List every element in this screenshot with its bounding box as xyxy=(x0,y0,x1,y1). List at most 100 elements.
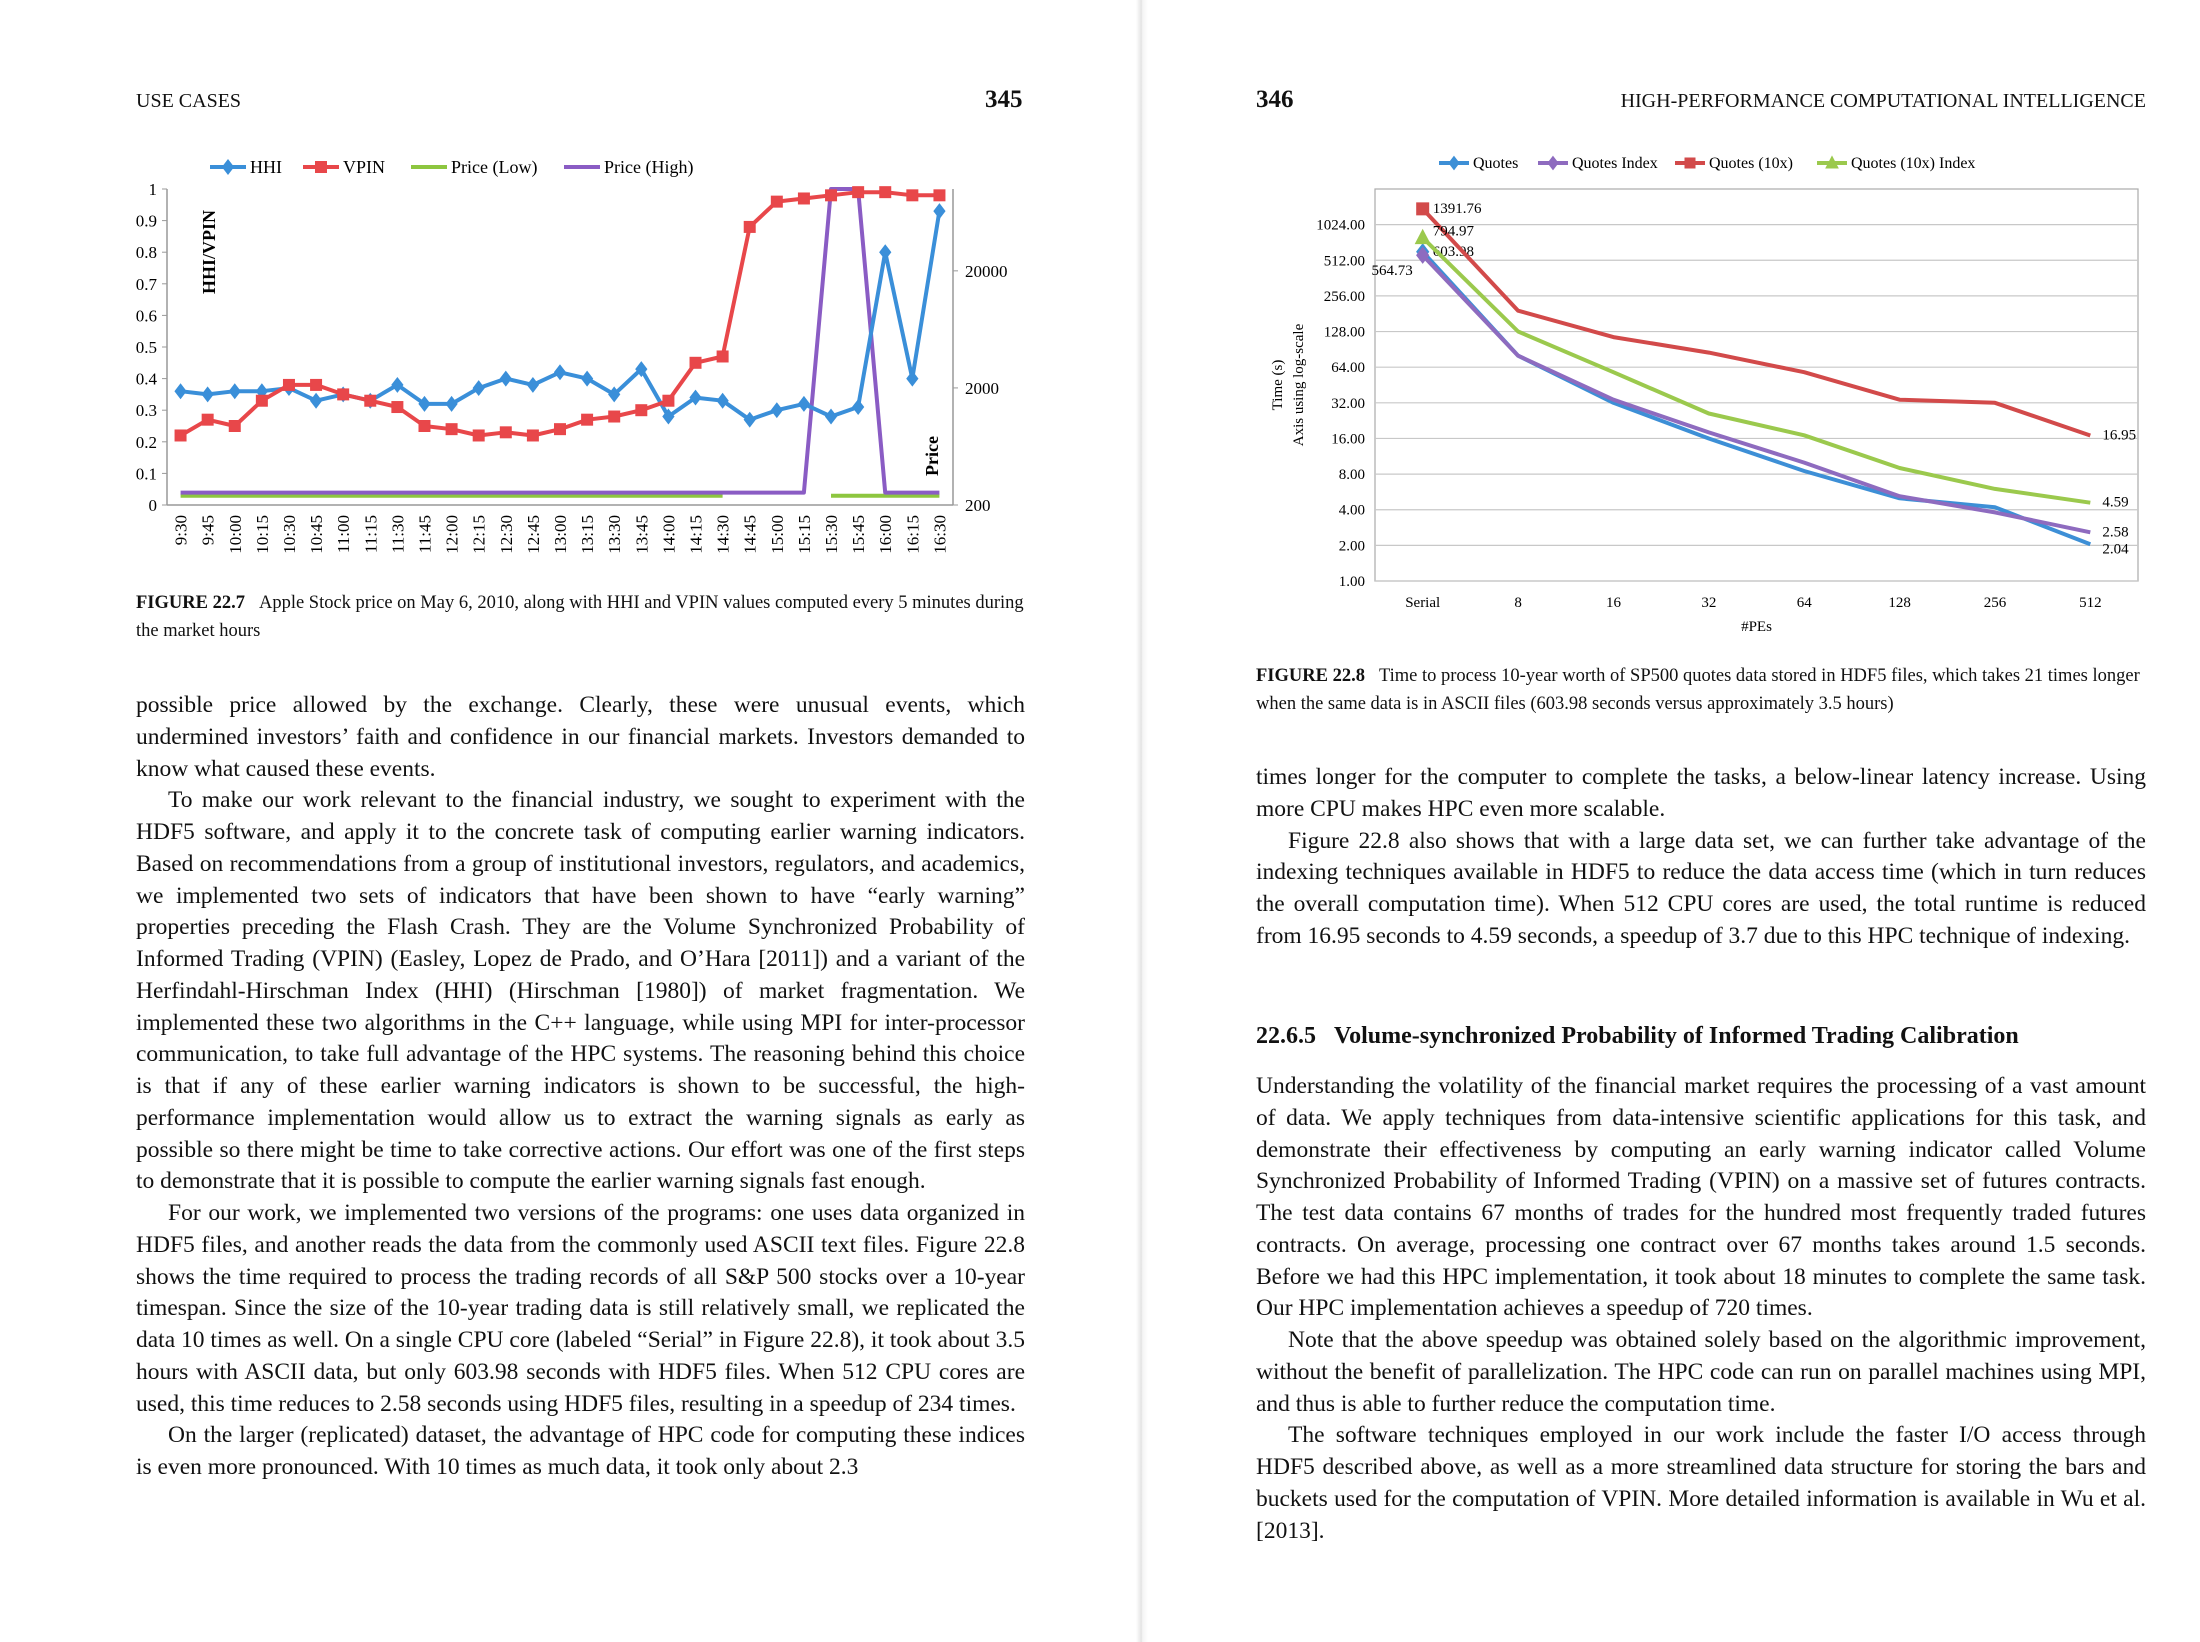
section-heading: 22.6.5 Volume-synchronized Probability of… xyxy=(1256,1023,2019,1050)
y-tick-label: 1024.00 xyxy=(1316,218,1365,234)
x-tick-label: 12:45 xyxy=(524,515,543,554)
plot-frame xyxy=(1374,188,2139,582)
paragraph: Figure 22.8 also shows that with a large… xyxy=(1256,827,2146,949)
y-tick-label: 64.00 xyxy=(1331,360,1365,376)
marker xyxy=(174,429,187,442)
y-tick-label: 0.4 xyxy=(136,370,158,389)
gutter xyxy=(1136,0,1148,1642)
y-tick-label: 32.00 xyxy=(1331,396,1365,412)
y2-tick-label: 2000 xyxy=(965,379,999,398)
x-tick-label: 128 xyxy=(1888,595,1911,611)
marker xyxy=(1416,202,1430,216)
x-tick-label: 13:00 xyxy=(551,515,570,554)
section-title: Volume-synchronized Probability of Infor… xyxy=(1334,1023,2019,1049)
marker xyxy=(824,408,838,425)
marker xyxy=(852,399,865,416)
x-tick-label: 15:15 xyxy=(795,515,814,554)
y-tick-label: 8.00 xyxy=(1339,467,1365,483)
marker xyxy=(689,356,702,369)
marker xyxy=(364,394,377,407)
marker xyxy=(879,244,892,261)
marker xyxy=(797,395,811,412)
caption-text: Apple Stock price on May 6, 2010, along … xyxy=(136,593,1024,641)
x-tick-label: 13:15 xyxy=(578,515,597,554)
marker xyxy=(255,394,268,407)
marker xyxy=(689,389,702,406)
body-text: times longer for the computer to complet… xyxy=(1256,762,2146,953)
marker xyxy=(635,404,648,417)
x-tick-label: 15:30 xyxy=(822,515,841,554)
marker xyxy=(174,383,187,400)
marker xyxy=(472,380,485,397)
marker xyxy=(608,410,621,423)
marker xyxy=(743,411,756,428)
legend-label: Price (Low) xyxy=(451,157,537,178)
y-tick-label: 4.00 xyxy=(1339,503,1365,519)
marker xyxy=(662,408,675,425)
data-label: 2.58 xyxy=(2102,524,2128,540)
x-tick-label: 64 xyxy=(1797,595,1813,611)
x-tick-label: 14:30 xyxy=(714,515,733,554)
x-axis-label: #PEs xyxy=(1741,619,1772,635)
y-axis-label: HHI/VPIN xyxy=(199,210,219,294)
y-tick-label: 0.7 xyxy=(136,275,158,294)
marker xyxy=(526,376,540,393)
legend-label: Quotes xyxy=(1473,155,1518,172)
x-tick-label: 11:30 xyxy=(388,515,407,553)
marker xyxy=(662,394,675,407)
x-tick-label: 16:00 xyxy=(876,515,895,554)
data-label: 1391.76 xyxy=(1433,201,1482,217)
paragraph: times longer for the computer to complet… xyxy=(1256,764,2146,822)
x-tick-label: 10:00 xyxy=(226,515,245,554)
running-title: HIGH-PERFORMANCE COMPUTATIONAL INTELLIGE… xyxy=(1620,90,2146,112)
legend-label: Price (High) xyxy=(604,157,693,178)
data-label: 794.97 xyxy=(1433,224,1475,240)
series-line xyxy=(180,187,940,495)
legend-label: Quotes (10x) xyxy=(1709,155,1793,172)
y-tick-label: 0.6 xyxy=(136,306,157,325)
y-tick-label: 128.00 xyxy=(1324,325,1365,341)
marker xyxy=(337,388,350,401)
marker xyxy=(445,395,458,412)
y-tick-label: 0.9 xyxy=(136,212,157,231)
marker xyxy=(526,429,539,442)
caption-text: Time to process 10-year worth of SP500 q… xyxy=(1256,666,2140,714)
y-tick-label: 512.00 xyxy=(1324,253,1365,269)
figure-caption: FIGURE 22.7 Apple Stock price on May 6, 2… xyxy=(136,589,1025,645)
marker xyxy=(879,186,892,199)
series-line xyxy=(1421,207,2091,438)
y-tick-label: 0 xyxy=(149,496,158,515)
marker xyxy=(1547,155,1559,171)
x-tick-label: 10:30 xyxy=(280,515,299,554)
x-tick-label: 12:15 xyxy=(470,515,489,554)
running-title: USE CASES xyxy=(136,90,242,112)
paragraph: On the larger (replicated) dataset, the … xyxy=(136,1422,1025,1480)
marker xyxy=(310,378,323,391)
y-tick-label: 0.3 xyxy=(136,401,157,420)
data-label: 2.04 xyxy=(2102,541,2129,557)
paragraph: To make our work relevant to the financi… xyxy=(136,787,1025,1195)
marker xyxy=(906,189,919,202)
x-tick-label: 8 xyxy=(1514,595,1522,611)
marker xyxy=(716,392,729,409)
data-label: 16.95 xyxy=(2102,427,2136,443)
marker xyxy=(282,378,295,391)
x-tick-label: 14:00 xyxy=(659,515,678,554)
x-tick-label: Serial xyxy=(1405,595,1440,611)
paragraph: Note that the above speedup was obtained… xyxy=(1256,1327,2146,1417)
y-tick-label: 1.00 xyxy=(1339,574,1365,590)
page-number: 345 xyxy=(985,86,1023,113)
marker xyxy=(770,195,783,208)
x-tick-label: 11:45 xyxy=(415,515,434,553)
marker xyxy=(852,186,865,199)
y-tick-label: 0.8 xyxy=(136,243,157,262)
x-tick-label: 256 xyxy=(1984,595,2007,611)
marker xyxy=(933,203,946,220)
marker xyxy=(825,189,838,202)
series-line xyxy=(1421,253,2091,535)
marker xyxy=(906,370,919,387)
series-line xyxy=(1421,236,2091,505)
section-number: 22.6.5 xyxy=(1256,1023,1316,1049)
marker xyxy=(1416,246,1430,264)
